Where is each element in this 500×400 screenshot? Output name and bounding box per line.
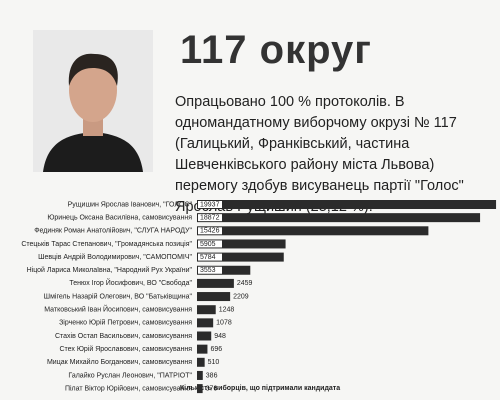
category-label: Шевців Андрій Володимирович, "САМОПОМІЧ" [38,253,192,261]
category-label: Юринець Оксана Василівна, самовисування [47,213,192,221]
bar [197,252,284,262]
category-label: Стецьків Тарас Степанович, "Громадянська… [21,240,192,248]
value-label: 696 [210,346,222,353]
value-label-bg [198,266,222,274]
category-label: Рущишин Ярослав Іванович, "ГОЛОС" [68,201,193,208]
bar [197,331,212,341]
bar [197,344,208,354]
bar [197,200,497,209]
bar [197,370,203,380]
category-label: Галайко Руслан Леонович, "ПАТРІОТ" [68,371,192,379]
value-label: 948 [214,333,226,340]
value-label-bg [198,240,222,248]
category-label: Фединяк Роман Анатолійович, "СЛУГА НАРОД… [34,227,192,235]
bar [197,305,216,315]
category-label: Мицак Михайло Богданович, самовисування [47,358,192,366]
value-label: 2459 [237,280,253,287]
value-label-bg [198,201,222,208]
bar [197,357,205,367]
title: 117 округ [180,28,372,72]
value-label-bg [198,214,222,222]
value-label-bg [198,253,222,261]
value-label: 19937 [200,201,220,208]
value-label: 3553 [200,267,216,274]
bar [197,318,214,328]
category-label: Ніцой Лариса Миколаївна, "Народний Рух У… [27,266,193,274]
value-label: 5905 [200,241,216,248]
value-label: 1078 [216,320,232,327]
category-label: Тенюх Ігор Йосифович, ВО "Свобода" [69,278,192,287]
bar [197,384,203,394]
bar [197,239,286,249]
bar [197,226,429,236]
value-label: 1248 [219,307,235,314]
value-label: 18872 [200,214,220,221]
category-label: Стахів Остап Васильович, самовисування [55,332,192,340]
candidate-photo [33,30,153,172]
category-label: Стех Юрій Ярославович, самовисування [59,345,192,353]
bar [197,292,231,302]
bar [197,213,481,223]
bar [197,278,234,288]
value-label: 15426 [200,228,220,235]
value-label: 5784 [200,254,216,261]
category-label: Зірченко Юрій Петрович, самовисування [59,319,192,327]
bar [197,265,251,275]
value-label: 386 [206,372,218,379]
x-axis-label: Кількість виборців, що підтримали кандид… [180,384,340,392]
value-label: 510 [208,359,220,366]
category-label: Шмігель Назарій Олегович, ВО "Батьківщин… [44,292,193,300]
category-label: Пілат Віктор Юрійович, самовисування [65,384,192,392]
value-label-bg [198,227,222,235]
value-label: 376 [206,385,218,392]
value-label: 2209 [233,293,249,300]
category-label: Матковський Іван Йосипович, самовисуванн… [44,305,192,314]
